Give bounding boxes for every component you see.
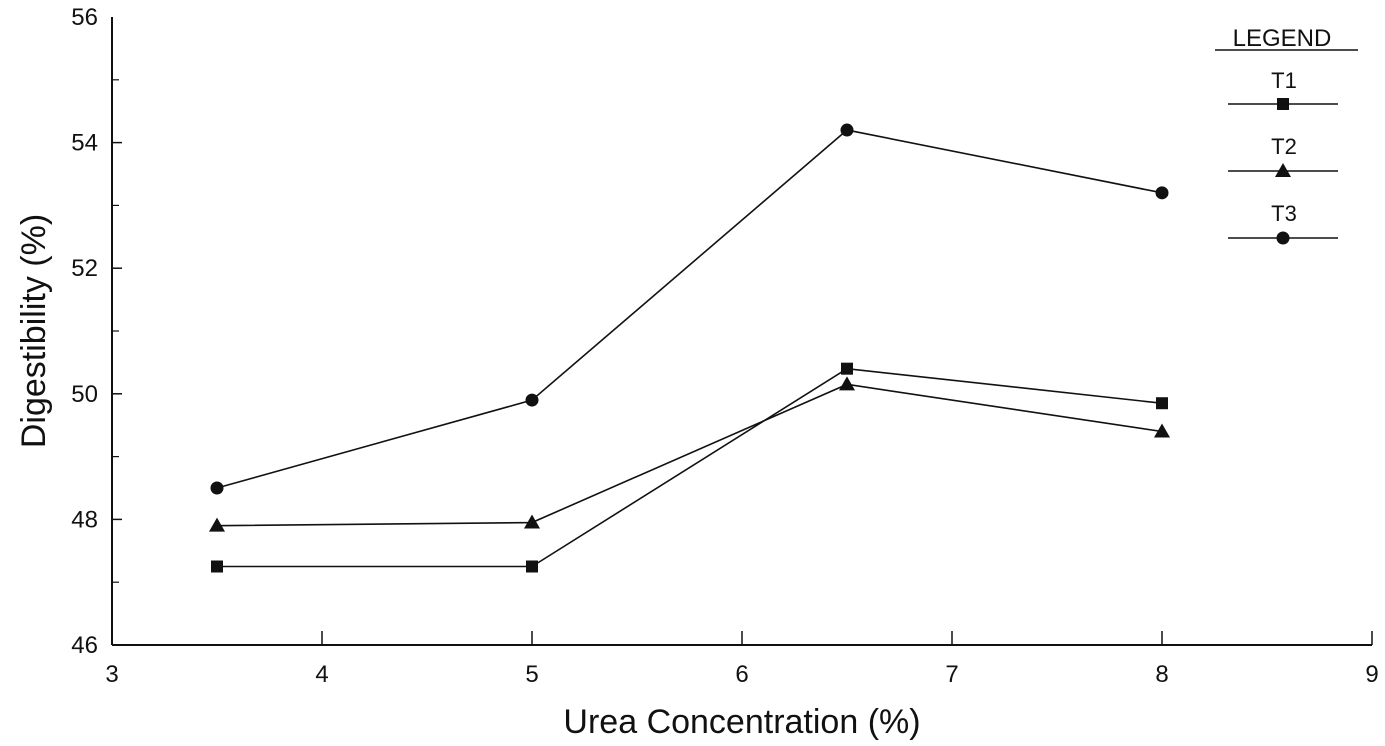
series-line-t2 bbox=[216, 383, 1163, 527]
series-t2 bbox=[209, 376, 1170, 532]
data-point-t3 bbox=[525, 393, 539, 407]
x-tick-label: 9 bbox=[1365, 661, 1378, 688]
y-tick-label: 54 bbox=[71, 130, 98, 157]
legend-label-t2: T2 bbox=[1271, 134, 1297, 159]
data-point-t3 bbox=[840, 123, 854, 137]
legend-marker-t1 bbox=[1277, 98, 1289, 110]
legend-marker-t2 bbox=[1275, 163, 1291, 177]
legend: LEGEND T1 T2 T3 bbox=[1215, 25, 1358, 245]
data-point-t3 bbox=[210, 481, 224, 495]
series-t1 bbox=[211, 362, 1168, 573]
legend-marker-t3 bbox=[1276, 231, 1290, 245]
y-tick-label: 50 bbox=[71, 381, 98, 408]
series-group bbox=[209, 123, 1170, 573]
x-tick-label: 5 bbox=[525, 661, 538, 688]
data-point-t1 bbox=[211, 560, 223, 573]
legend-title: LEGEND bbox=[1233, 25, 1332, 52]
data-point-t2 bbox=[524, 514, 540, 529]
x-tick-label: 3 bbox=[105, 661, 118, 688]
y-ticks: 46 48 50 52 54 56 bbox=[71, 4, 122, 659]
data-point-t1 bbox=[526, 560, 538, 573]
y-tick-label: 46 bbox=[71, 632, 98, 659]
data-point-t2 bbox=[839, 376, 855, 391]
y-tick-label: 52 bbox=[71, 255, 98, 282]
data-point-t1 bbox=[1156, 397, 1168, 410]
x-tick-label: 7 bbox=[945, 661, 958, 688]
data-point-t3 bbox=[1155, 186, 1169, 200]
legend-label-t3: T3 bbox=[1271, 201, 1297, 226]
x-tick-label: 6 bbox=[735, 661, 748, 688]
data-point-t1 bbox=[841, 362, 853, 375]
y-tick-label: 56 bbox=[71, 4, 98, 31]
x-tick-label: 4 bbox=[315, 661, 328, 688]
x-ticks: 3 4 5 6 7 8 9 bbox=[105, 631, 1379, 688]
y-axis-title: Digestibility (%) bbox=[15, 214, 53, 448]
data-point-t2 bbox=[209, 517, 225, 532]
series-line-t3 bbox=[216, 129, 1163, 489]
series-line-t1 bbox=[217, 367, 1163, 568]
series-t3 bbox=[210, 123, 1169, 495]
axes bbox=[111, 17, 1372, 646]
x-tick-label: 8 bbox=[1155, 661, 1168, 688]
x-axis-title: Urea Concentration (%) bbox=[563, 703, 920, 741]
y-tick-label: 48 bbox=[71, 506, 98, 533]
data-point-t2 bbox=[1154, 423, 1170, 438]
legend-label-t1: T1 bbox=[1271, 68, 1297, 93]
